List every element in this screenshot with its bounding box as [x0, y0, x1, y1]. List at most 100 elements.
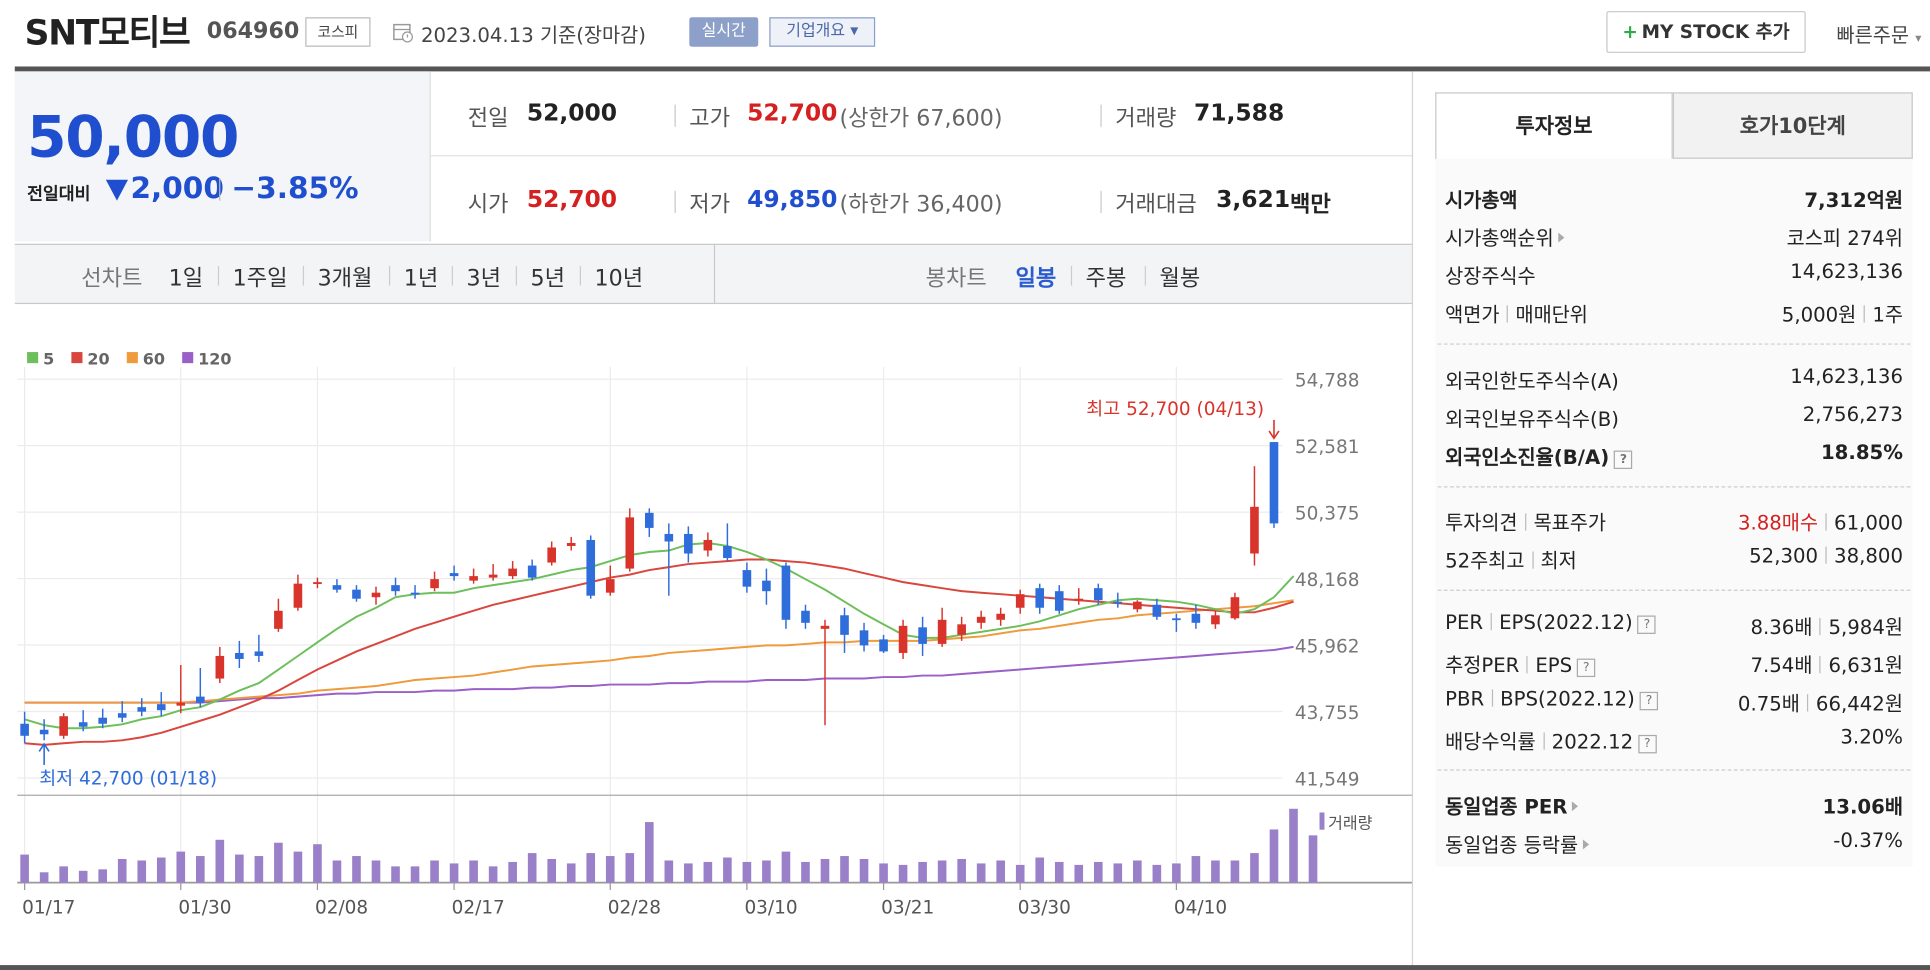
row-sector-per[interactable]: 동일업종 PER 13.06배	[1445, 790, 1903, 824]
candle-body	[762, 580, 771, 592]
help-icon[interactable]: ?	[1614, 450, 1633, 470]
volume-label: 거래량	[1328, 813, 1372, 832]
line-chart-label: 선차트	[81, 265, 143, 292]
volume-bar	[937, 860, 947, 883]
low-label: 저가	[689, 192, 731, 218]
candle-body	[566, 542, 576, 546]
candle-body	[98, 717, 108, 724]
period-1d[interactable]: 1일	[168, 265, 204, 292]
week52-low-value: 38,800	[1834, 544, 1903, 568]
realtime-button[interactable]: 실시간	[689, 17, 759, 47]
legend-swatch	[126, 352, 138, 364]
candle-body	[508, 568, 517, 577]
foreign-ratio-label: 외국인소진율(B/A)	[1445, 445, 1610, 470]
volume-bar	[859, 858, 869, 883]
volume-bar	[20, 854, 29, 883]
divider	[388, 265, 391, 286]
period-3m[interactable]: 3개월	[317, 265, 373, 292]
per-label: PER	[1445, 610, 1484, 634]
divider	[219, 178, 221, 201]
help-icon[interactable]: ?	[1577, 658, 1596, 678]
caret-right-icon	[1583, 839, 1590, 850]
volume-bar	[898, 864, 908, 883]
foreign-ratio-value: 18.85%	[1820, 440, 1903, 465]
candle-body	[332, 585, 342, 590]
y-tick-label: 50,375	[1295, 503, 1360, 524]
period-5y[interactable]: 5년	[530, 265, 566, 292]
shares-value: 14,623,136	[1790, 259, 1903, 284]
add-mystock-button[interactable]: + MY STOCK 추가	[1606, 11, 1806, 53]
volume-bar	[762, 860, 771, 883]
candle-body	[117, 713, 127, 718]
company-overview-button[interactable]: 기업개요 ▾	[769, 17, 876, 47]
period-1w[interactable]: 1주일	[232, 265, 288, 292]
volume-bar	[1172, 863, 1181, 883]
market-badge: 코스피	[305, 17, 371, 47]
week52-high-value: 52,300	[1749, 544, 1819, 568]
volume-bar	[254, 856, 264, 883]
divider	[1506, 305, 1509, 323]
row-market-cap-rank[interactable]: 시가총액순위 코스피 274위	[1445, 222, 1903, 256]
volume-bar	[430, 860, 439, 883]
stock-code: 064960	[206, 18, 300, 45]
divider	[674, 104, 676, 127]
volume-bar	[274, 842, 283, 883]
legend-label: 60	[143, 349, 165, 368]
market-cap-rank-value: 코스피 274위	[1786, 226, 1903, 250]
y-tick-label: 43,755	[1295, 703, 1360, 724]
divider	[1070, 265, 1073, 286]
candle-weekly[interactable]: 주봉	[1085, 265, 1127, 292]
row-52week: 52주최고 최저 52,300 38,800	[1445, 544, 1903, 578]
candle-body	[840, 615, 849, 635]
volume-bar	[1054, 861, 1064, 883]
candle-body	[957, 624, 966, 635]
volume-bar	[801, 861, 810, 883]
row-foreign-limit: 외국인한도주식수(A) 14,623,136	[1445, 364, 1903, 398]
price-chart[interactable]: 54,788 52,581 50,375 48,168 45,962 43,755 41,5…	[0, 305, 1414, 970]
foreign-hold-value: 2,756,273	[1802, 402, 1903, 426]
chevron-down-icon: ▾	[1915, 32, 1922, 46]
candle-body	[430, 579, 439, 589]
period-3y[interactable]: 3년	[466, 265, 501, 292]
diff-percent: −3.85%	[231, 171, 359, 206]
candle-body	[371, 592, 381, 598]
candle-monthly[interactable]: 월봉	[1159, 265, 1201, 292]
help-icon[interactable]: ?	[1639, 691, 1659, 711]
candle-body	[39, 729, 49, 735]
row-foreign-ratio: 외국인소진율(B/A)? 18.85%	[1445, 441, 1903, 475]
volume-bar	[469, 860, 478, 883]
volume-bar	[410, 866, 420, 883]
divider	[1100, 104, 1102, 127]
dashed-divider	[1437, 343, 1911, 345]
candle-body	[664, 533, 674, 542]
row-shares: 상장주식수 14,623,136	[1445, 260, 1903, 294]
help-icon[interactable]: ?	[1638, 734, 1657, 754]
candle-body	[820, 625, 830, 629]
plus-icon: +	[1622, 20, 1638, 44]
candle-daily[interactable]: 일봉	[1015, 265, 1057, 292]
volume-bar	[664, 860, 674, 883]
period-toolbar	[14, 243, 1414, 305]
volume-bar	[918, 861, 927, 883]
tab-orderbook[interactable]: 호가10단계	[1672, 92, 1913, 159]
tab-invest-info[interactable]: 투자정보	[1435, 92, 1673, 159]
candle-body	[1133, 601, 1142, 610]
bps-value: 66,442원	[1815, 691, 1903, 716]
candle-body	[469, 576, 478, 581]
market-cap-label: 시가총액	[1445, 188, 1518, 212]
stock-name: SNT모티브	[24, 12, 191, 53]
period-10y[interactable]: 10년	[594, 265, 644, 292]
volume-bar	[176, 851, 186, 883]
volume-bar	[488, 866, 498, 883]
face-value-value: 5,000원	[1781, 302, 1857, 327]
dividend-label: 배당수익률	[1445, 729, 1536, 754]
row-sector-change[interactable]: 동일업종 등락률 -0.37%	[1445, 828, 1903, 862]
candle-body	[625, 517, 635, 569]
ma20-line	[24, 558, 1294, 746]
candle-body	[644, 512, 654, 528]
help-icon[interactable]: ?	[1637, 615, 1657, 634]
volume-bar	[625, 853, 635, 883]
period-1y[interactable]: 1년	[403, 265, 439, 292]
quick-order-button[interactable]: 빠른주문 ▾	[1837, 18, 1922, 48]
dashed-divider	[1437, 486, 1911, 488]
